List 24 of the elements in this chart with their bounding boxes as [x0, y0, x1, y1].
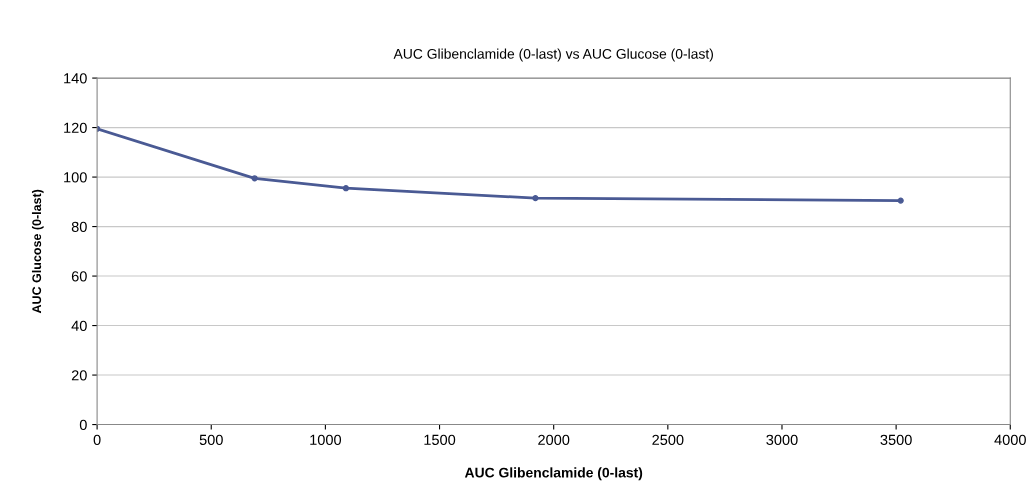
x-tick-label: 500 — [199, 434, 223, 445]
point — [342, 185, 350, 192]
chart-title: AUC Glibenclamide (0-last) vs AUC Glucose (0-last) — [393, 48, 713, 62]
y-tick-label: 60 — [71, 271, 87, 282]
x-tick-label: 1000 — [310, 434, 342, 445]
x-axis-title: AUC Glibenclamide (0-last) — [464, 467, 643, 481]
y-tick-label: 140 — [64, 73, 87, 84]
point — [897, 197, 904, 204]
x-tick-label: 1500 — [424, 434, 456, 445]
point — [251, 175, 258, 182]
y-tick-label: 80 — [71, 221, 87, 232]
y-tick-label: 20 — [71, 370, 87, 381]
x-tick-label: 3000 — [766, 434, 798, 445]
y-axis-title: AUC Glucose (0-last) — [31, 189, 44, 314]
y-tick-label: 40 — [71, 320, 87, 331]
x-tick-label: 2000 — [538, 434, 570, 445]
point — [532, 194, 539, 202]
x-tick-label: 4000 — [994, 434, 1026, 445]
y-tick-label: 100 — [64, 172, 87, 183]
x-tick-label: 2500 — [652, 434, 684, 445]
y-tick-label: 0 — [79, 419, 87, 430]
x-tick-label: 0 — [93, 434, 101, 445]
x-tick-label: 3500 — [880, 434, 912, 445]
y-tick-label: 120 — [64, 122, 87, 133]
